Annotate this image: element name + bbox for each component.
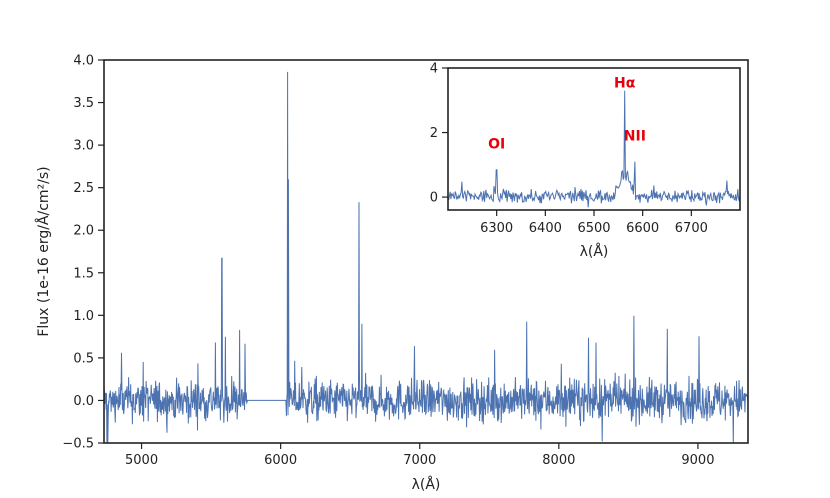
inset-y-tick-label: 0	[430, 191, 438, 206]
inset-spectrum-line	[448, 90, 740, 208]
y-tick-label: 1.0	[73, 309, 94, 324]
y-tick-label: 0.0	[73, 394, 94, 409]
x-tick-label: 8000	[542, 453, 575, 468]
y-tick-label: 1.5	[73, 266, 94, 281]
main-plot: 5000 6000 7000 8000 9000 −0.5 0.0 0.5 1.0 1.5 2.0 2…	[35, 54, 749, 493]
annotation-label: OI	[488, 137, 505, 153]
inset-plot: 6300 6400 6500 6600 6700 0 2 4 λ(Å) OI Hα NII	[430, 62, 742, 260]
x-tick-label: 5000	[125, 453, 158, 468]
annotation-label: Hα	[614, 75, 636, 91]
y-tick-label: 2.5	[73, 181, 94, 196]
spectrum-line	[104, 71, 748, 443]
y-axis-label: Flux (1e-16 erg/Å/cm²/s)	[35, 166, 52, 336]
y-tick-label: 3.5	[73, 96, 94, 111]
annotation-label: NII	[624, 129, 646, 145]
main-plot-frame	[103, 59, 749, 444]
inset-x-tick-label: 6700	[675, 221, 708, 236]
y-tick-label: 3.0	[73, 139, 94, 154]
inset-y-tick-label: 4	[430, 62, 438, 77]
inset-x-tick-label: 6300	[480, 221, 513, 236]
inset-x-tick-label: 6600	[626, 221, 659, 236]
x-tick-label: 7000	[403, 453, 436, 468]
y-tick-label: −0.5	[62, 437, 94, 452]
x-tick-label: 9000	[681, 453, 714, 468]
y-tick-label: 4.0	[73, 54, 94, 69]
inset-y-tick-label: 2	[430, 126, 438, 141]
inset-x-axis-label: λ(Å)	[580, 243, 609, 260]
inset-x-tick-label: 6400	[529, 221, 562, 236]
inset-x-tick-label: 6500	[577, 221, 610, 236]
x-tick-label: 6000	[264, 453, 297, 468]
y-tick-label: 2.0	[73, 224, 94, 239]
y-tick-label: 0.5	[73, 351, 94, 366]
x-axis-label: λ(Å)	[412, 476, 441, 493]
